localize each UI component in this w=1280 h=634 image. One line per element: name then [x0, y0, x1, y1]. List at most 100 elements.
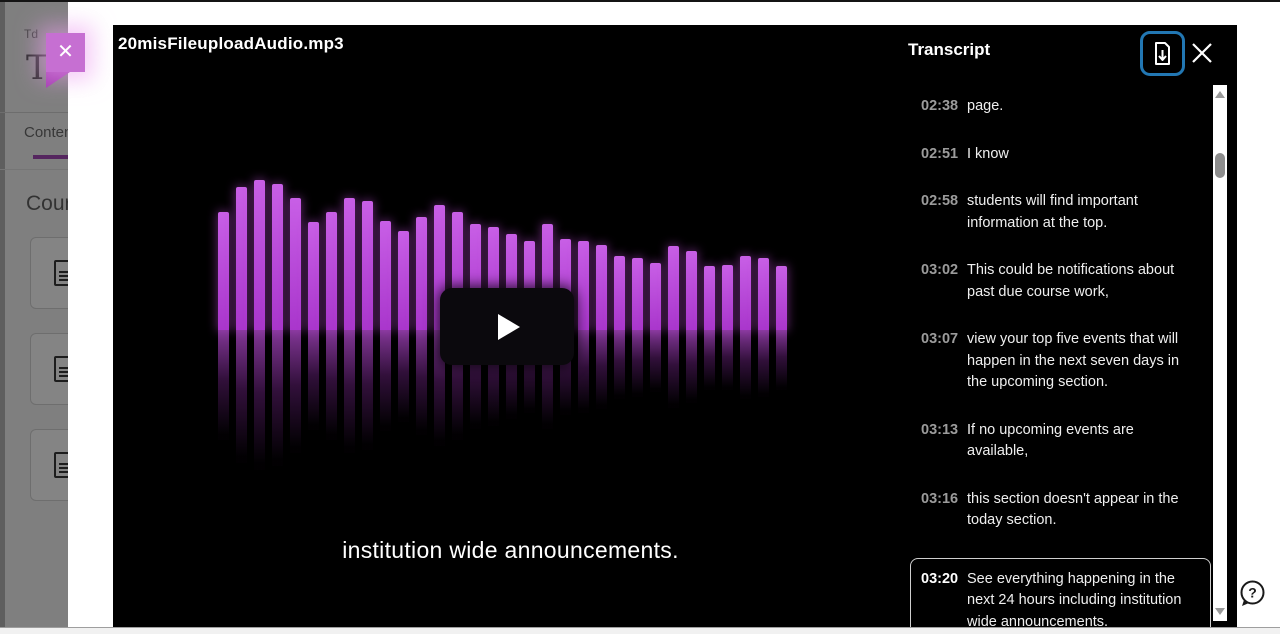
waveform-bar-reflection [344, 330, 355, 453]
help-question-icon: ? [1240, 580, 1265, 606]
transcript-text: I know [967, 145, 1009, 162]
waveform-bar [344, 198, 355, 330]
waveform-bar [362, 201, 373, 330]
transcript-close-button[interactable] [1189, 41, 1215, 67]
waveform-bar [650, 263, 661, 330]
transcript-entry[interactable]: 02:38 page. [910, 96, 1211, 118]
download-transcript-button[interactable] [1140, 31, 1185, 76]
waveform-bar-reflection [416, 330, 427, 435]
waveform-bar-reflection [326, 330, 337, 440]
waveform-bar-reflection [308, 330, 319, 430]
waveform-bar [452, 212, 463, 330]
scroll-up-arrow-icon[interactable] [1215, 91, 1225, 98]
waveform-bar [398, 231, 409, 330]
waveform-bar-reflection [596, 330, 607, 409]
waveform-bar [722, 265, 733, 330]
waveform-bar [740, 256, 751, 330]
waveform-bar-reflection [722, 330, 733, 390]
waveform-bar [218, 212, 229, 330]
media-player-modal: 20misFileuploadAudio.mp3 institution wid… [113, 25, 1237, 634]
caption-text: institution wide announcements. [342, 537, 679, 563]
waveform-bar [668, 246, 679, 330]
transcript-entry[interactable]: 03:13 If no upcoming events are availabl… [910, 420, 1211, 463]
waveform-bar-reflection [560, 330, 571, 415]
waveform-bar [236, 187, 247, 330]
waveform-bar [488, 227, 499, 330]
play-button[interactable] [440, 288, 574, 365]
scroll-down-arrow-icon[interactable] [1215, 608, 1225, 615]
breadcrumb: Td [24, 27, 39, 41]
transcript-timestamp: 02:51 [921, 145, 959, 162]
waveform-bar-reflection [614, 330, 625, 399]
content-card[interactable] [30, 429, 68, 501]
waveform-bar [524, 241, 535, 330]
section-heading: Cour [26, 192, 68, 215]
waveform-bar [308, 222, 319, 330]
waveform-visualization [218, 25, 808, 330]
document-icon [54, 260, 68, 286]
waveform-bar-reflection [542, 330, 553, 429]
base-nav-edge [0, 2, 5, 627]
waveform-bar-reflection [236, 330, 247, 463]
waveform-bar [704, 266, 715, 330]
waveform-bar-reflection [380, 330, 391, 431]
content-card[interactable] [30, 333, 68, 405]
transcript-timestamp: 03:20 [921, 570, 959, 587]
play-icon [498, 314, 520, 340]
waveform-bar-reflection [398, 330, 409, 422]
document-icon [54, 356, 68, 382]
waveform-bar-reflection [524, 330, 535, 413]
transcript-entry[interactable]: 03:02 This could be notifications about … [910, 260, 1211, 303]
waveform-bar-reflection [470, 330, 481, 429]
transcript-entry[interactable]: 03:20 See everything happening in the ne… [910, 557, 1211, 634]
transcript-scrollbar[interactable] [1213, 85, 1227, 621]
transcript-entry[interactable]: 02:51 I know [910, 144, 1211, 166]
close-icon: ✕ [57, 41, 74, 63]
waveform-bar-reflection [452, 330, 463, 440]
waveform-bar-reflection [272, 330, 283, 466]
transcript-entry-list: 02:38 page. 02:51 I know 02:58 students … [910, 96, 1211, 634]
waveform-reflection [218, 330, 808, 560]
waveform-bar-reflection [488, 330, 499, 426]
transcript-entry[interactable]: 03:16 this section doesn't appear in the… [910, 489, 1211, 532]
waveform-bar-reflection [218, 330, 229, 440]
close-icon [1192, 43, 1212, 63]
waveform-bar [578, 241, 589, 330]
waveform-bar-reflection [740, 330, 751, 399]
waveform-bar [596, 245, 607, 330]
waveform-bar-reflection [434, 330, 445, 446]
waveform-bar [380, 221, 391, 330]
waveform-bar-reflection [506, 330, 517, 419]
transcript-entry[interactable]: 02:58 students will find important infor… [910, 191, 1211, 234]
waveform-bar [560, 239, 571, 330]
transcript-text: See everything happening in the next 24 … [967, 570, 1182, 630]
transcript-timestamp: 02:38 [921, 98, 959, 114]
tour-close-button[interactable]: ✕ [46, 33, 85, 72]
waveform-bar [254, 180, 265, 330]
waveform-bar-reflection [668, 330, 679, 408]
dimmed-background-page: Td T Conten Cour [0, 2, 68, 627]
scrollbar-thumb[interactable] [1215, 153, 1225, 178]
content-card[interactable] [30, 237, 68, 309]
help-button[interactable]: ? [1238, 579, 1267, 608]
transcript-timestamp: 03:02 [921, 262, 959, 278]
waveform-bar [776, 266, 787, 330]
waveform-bar-reflection [776, 330, 787, 390]
waveform-bar [272, 184, 283, 330]
tour-popover-tail [46, 72, 70, 88]
transcript-text: students will find important information… [967, 193, 1138, 231]
waveform-bar [632, 258, 643, 330]
waveform-bar-reflection [578, 330, 589, 413]
waveform-bar [614, 256, 625, 330]
transcript-timestamp: 03:13 [921, 421, 959, 438]
waveform-bar-reflection [632, 330, 643, 397]
waveform-bar [326, 212, 337, 330]
transcript-timestamp: 03:16 [921, 490, 959, 507]
tab-content[interactable]: Conten [24, 124, 68, 141]
window-bottom-edge [0, 627, 1280, 634]
waveform-bar [758, 258, 769, 330]
transcript-entry[interactable]: 03:07 view your top five events that wil… [910, 329, 1211, 394]
transcript-timestamp: 03:07 [921, 331, 959, 347]
svg-text:?: ? [1248, 585, 1257, 601]
divider [0, 169, 68, 170]
